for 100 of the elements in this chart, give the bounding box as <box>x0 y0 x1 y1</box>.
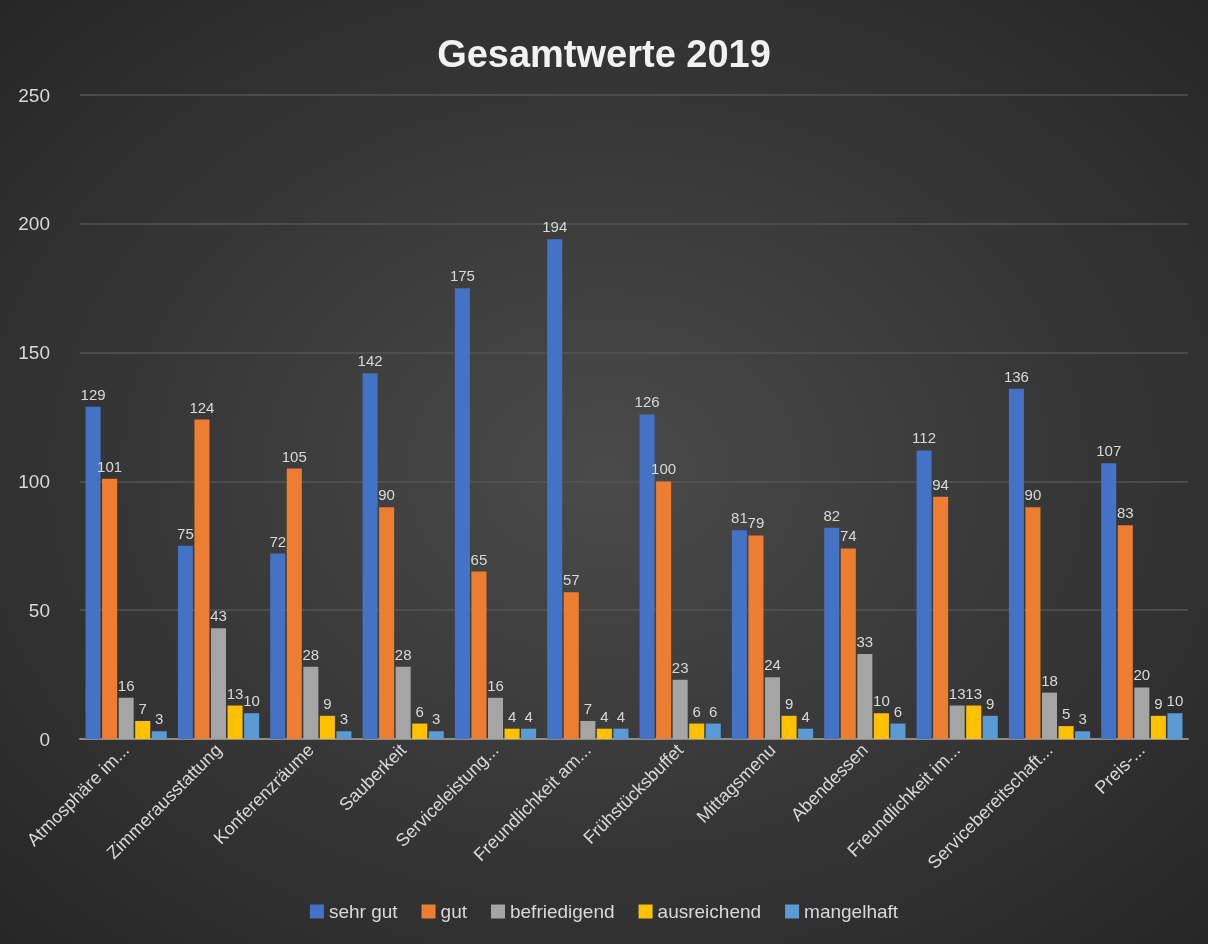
bar <box>319 715 335 739</box>
data-label: 112 <box>912 429 937 447</box>
y-tick-label: 200 <box>18 213 50 235</box>
bar <box>1101 463 1117 739</box>
bar <box>244 713 260 739</box>
bar <box>1117 525 1133 739</box>
data-label: 57 <box>562 571 580 589</box>
data-label: 74 <box>839 527 857 545</box>
data-label: 28 <box>302 645 320 663</box>
chart-title: Gesamtwerte 2019 <box>437 33 771 75</box>
bar <box>890 723 906 739</box>
bar <box>336 731 352 739</box>
bar <box>933 496 949 739</box>
bar <box>151 731 167 739</box>
data-label: 75 <box>177 524 194 542</box>
data-label: 3 <box>432 710 441 728</box>
legend-label: mangelhaft <box>804 901 899 922</box>
data-label: 10 <box>243 692 260 710</box>
data-label: 194 <box>542 218 568 236</box>
bar <box>798 728 814 739</box>
bar <box>286 468 302 739</box>
bar <box>270 553 286 739</box>
bar <box>177 545 193 739</box>
bar <box>547 239 563 739</box>
data-label: 9 <box>986 694 995 712</box>
data-label: 28 <box>394 645 412 663</box>
data-label: 13 <box>226 684 244 702</box>
bar <box>471 571 487 739</box>
bar <box>1025 507 1041 739</box>
data-label: 65 <box>470 550 488 568</box>
data-label: 6 <box>415 702 424 720</box>
bar <box>731 530 747 739</box>
bar <box>487 697 504 739</box>
bar <box>227 705 243 739</box>
data-label: 43 <box>210 607 227 625</box>
data-label: 9 <box>784 694 794 712</box>
data-label: 94 <box>932 475 949 493</box>
bar <box>1167 713 1183 739</box>
bar <box>303 666 319 739</box>
bar <box>194 419 210 739</box>
data-label: 136 <box>1003 367 1029 385</box>
data-label: 16 <box>487 676 504 694</box>
data-label: 107 <box>1096 442 1122 460</box>
bar <box>118 697 134 739</box>
data-label: 24 <box>764 656 781 674</box>
data-label: 175 <box>449 267 475 285</box>
bar <box>521 728 537 739</box>
bar <box>824 527 840 739</box>
bar <box>504 728 520 739</box>
bar <box>613 728 629 739</box>
data-label: 83 <box>1116 504 1134 522</box>
data-label: 72 <box>269 532 287 550</box>
y-tick-label: 100 <box>18 470 50 492</box>
bar <box>454 288 470 739</box>
data-label: 7 <box>583 699 593 717</box>
data-label: 79 <box>747 514 765 532</box>
bar <box>857 653 873 739</box>
legend-label: sehr gut <box>328 901 399 922</box>
bar <box>428 731 444 739</box>
bar <box>982 715 998 739</box>
data-label: 18 <box>1041 671 1058 689</box>
bar <box>781 715 797 739</box>
bar <box>1150 715 1166 739</box>
bar <box>1008 388 1024 739</box>
bar <box>379 507 395 739</box>
data-label: 81 <box>731 509 748 527</box>
bar <box>563 592 579 739</box>
bar <box>705 723 721 739</box>
data-label: 142 <box>357 352 383 370</box>
data-label: 9 <box>323 694 332 712</box>
data-label: 33 <box>856 632 874 650</box>
data-label: 3 <box>155 710 164 728</box>
data-label: 20 <box>1133 666 1151 684</box>
data-label: 6 <box>893 702 903 720</box>
data-label: 5 <box>1061 705 1071 723</box>
legend-label: ausreichend <box>657 901 762 922</box>
data-label: 4 <box>507 707 517 725</box>
data-label: 16 <box>117 676 135 694</box>
data-label: 6 <box>709 702 718 720</box>
legend-label: befriedigend <box>509 901 615 922</box>
data-label: 3 <box>339 710 349 728</box>
data-label: 6 <box>692 702 701 720</box>
bar <box>966 705 982 739</box>
bar <box>412 723 428 739</box>
bar <box>395 666 411 739</box>
data-label: 126 <box>634 393 660 411</box>
bar <box>580 720 596 739</box>
bar <box>748 535 764 739</box>
bar <box>1075 731 1091 739</box>
bar <box>362 373 378 739</box>
bar <box>210 628 227 739</box>
y-tick-label: 250 <box>18 84 50 106</box>
bar <box>764 677 781 739</box>
data-label: 23 <box>671 658 689 676</box>
y-tick-label: 150 <box>18 342 50 364</box>
data-label: 4 <box>600 707 609 725</box>
data-label: 82 <box>823 506 841 524</box>
data-label: 4 <box>524 707 533 725</box>
data-label: 9 <box>1154 694 1163 712</box>
y-tick-label: 50 <box>28 599 50 621</box>
